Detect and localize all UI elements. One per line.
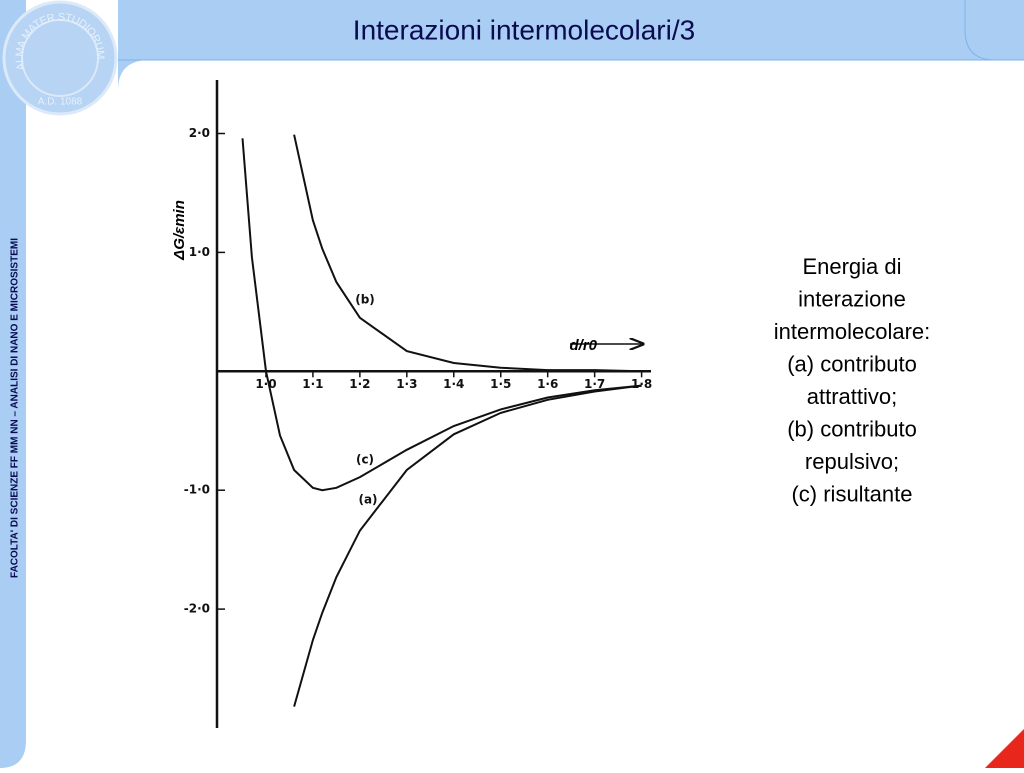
x-tick-label: 1·2 — [349, 377, 370, 391]
x-tick-label: 1·8 — [631, 377, 652, 391]
x-tick-label: 1·6 — [537, 377, 558, 391]
logo — [2, 0, 118, 116]
x-tick-label: 1·5 — [490, 377, 511, 391]
y-tick-label: 1·0 — [189, 245, 210, 259]
curve — [293, 134, 642, 373]
y-tick-label: 2·0 — [189, 126, 210, 140]
curve — [241, 138, 642, 492]
sidebar-band — [0, 0, 26, 768]
x-tick-label: 1·1 — [302, 377, 323, 391]
x-axis-label: d/r0 — [569, 337, 597, 354]
y-axis-label: ΔG/εmin — [171, 200, 188, 261]
slide-title: Interazioni intermolecolari/3 — [353, 14, 695, 45]
x-tick-label: 1·0 — [255, 377, 276, 391]
caption: Energia di interazione intermolecolare: (a)… — [774, 254, 931, 507]
header-corner — [964, 0, 996, 61]
caption-line: (a) contributo — [787, 351, 917, 376]
curve-label: (c) — [356, 453, 374, 467]
caption-line: (b) contributo — [787, 416, 917, 441]
logo-year: A.D. 1088 — [38, 97, 83, 108]
x-tick-label: 1·4 — [443, 377, 464, 391]
corner-triangle — [985, 729, 1024, 768]
caption-line: Energia di — [802, 254, 901, 279]
caption-line: interazione — [798, 286, 906, 311]
y-tick-label: -2·0 — [184, 602, 210, 616]
y-tick-label: -1·0 — [184, 483, 210, 497]
header-band — [0, 0, 1024, 90]
curve-label: (a) — [358, 493, 377, 507]
curve — [293, 384, 642, 707]
caption-line: intermolecolare: — [774, 319, 931, 344]
x-tick-label: 1·3 — [396, 377, 417, 391]
logo-ring — [21, 19, 99, 97]
caption-line: attrattivo; — [807, 384, 897, 409]
caption-line: (c) risultante — [791, 481, 912, 506]
caption-line: repulsivo; — [805, 449, 899, 474]
curve-label: (b) — [355, 293, 375, 307]
x-tick-label: 1·7 — [584, 377, 605, 391]
sidebar-text: FACOLTA' DI SCIENZE FF MM NN – ANALISI D… — [10, 238, 21, 578]
